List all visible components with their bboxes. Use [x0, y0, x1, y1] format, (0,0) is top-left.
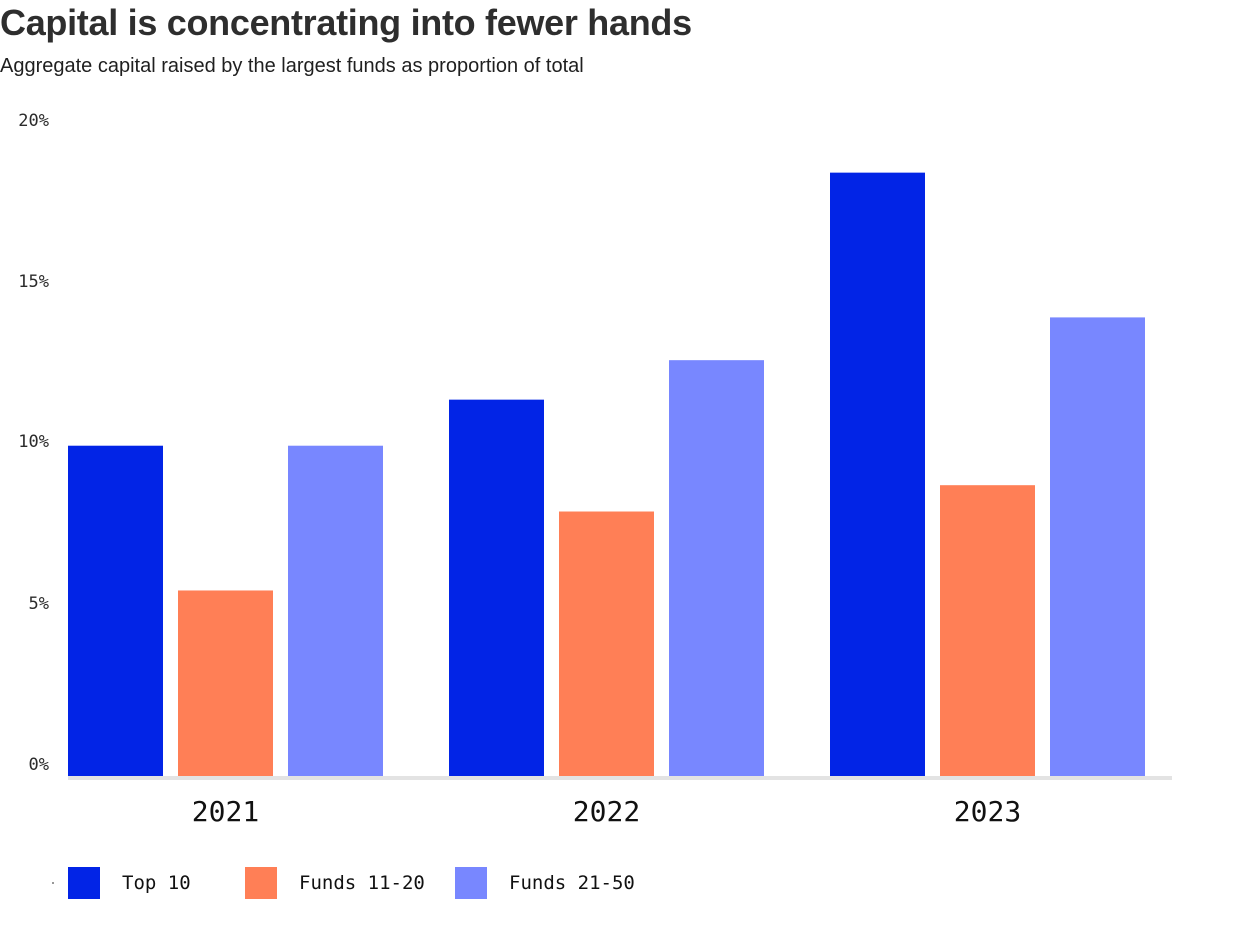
y-tick-label-15: 15%	[18, 272, 49, 292]
legend-swatch-funds-21-50	[455, 866, 487, 899]
y-tick-label-5: 5%	[29, 594, 49, 614]
x-tick-label-2023: 2023	[954, 795, 1021, 828]
bar-funds-11-20-2021	[178, 590, 273, 778]
chart-subtitle: Aggregate capital raised by the largest …	[0, 55, 584, 77]
bar-funds-21-50-2021	[288, 445, 383, 778]
chart-title: Capital is concentrating into fewer hand…	[0, 2, 692, 43]
legend-marker-dot	[52, 882, 54, 884]
x-axis-labels: 2021 2022 2023	[192, 795, 1021, 828]
bar-funds-21-50-2022	[669, 360, 764, 778]
bar-chart: 0% 5% 10% 15% 20% 2021 2022 2023	[18, 111, 1172, 828]
y-tick-label-20: 20%	[18, 111, 49, 131]
bar-funds-11-20-2023	[940, 485, 1035, 778]
legend: Top 10 Funds 11-20 Funds 21-50	[0, 866, 760, 899]
bar-funds-21-50-2023	[1050, 317, 1145, 778]
legend-item-funds-11-20: Funds 11-20	[245, 866, 425, 899]
bar-funds-11-20-2022	[559, 511, 654, 778]
legend-swatch-top-10	[68, 866, 100, 899]
y-tick-label-10: 10%	[18, 432, 49, 452]
bar-top-10-2022	[449, 399, 544, 778]
bar-top-10-2023	[830, 172, 925, 778]
bar-top-10-2021	[68, 445, 163, 778]
legend-label-funds-11-20: Funds 11-20	[299, 871, 425, 894]
legend-label-top-10: Top 10	[122, 871, 191, 894]
x-tick-label-2022: 2022	[573, 795, 640, 828]
x-tick-label-2021: 2021	[192, 795, 259, 828]
bars-group	[68, 172, 1145, 778]
legend-item-top-10: Top 10	[68, 866, 191, 899]
y-axis-ticks: 0% 5% 10% 15% 20%	[18, 111, 49, 775]
legend-swatch-funds-11-20	[245, 866, 277, 899]
legend-label-funds-21-50: Funds 21-50	[509, 871, 635, 894]
y-tick-label-0: 0%	[29, 755, 49, 775]
legend-item-funds-21-50: Funds 21-50	[455, 866, 635, 899]
